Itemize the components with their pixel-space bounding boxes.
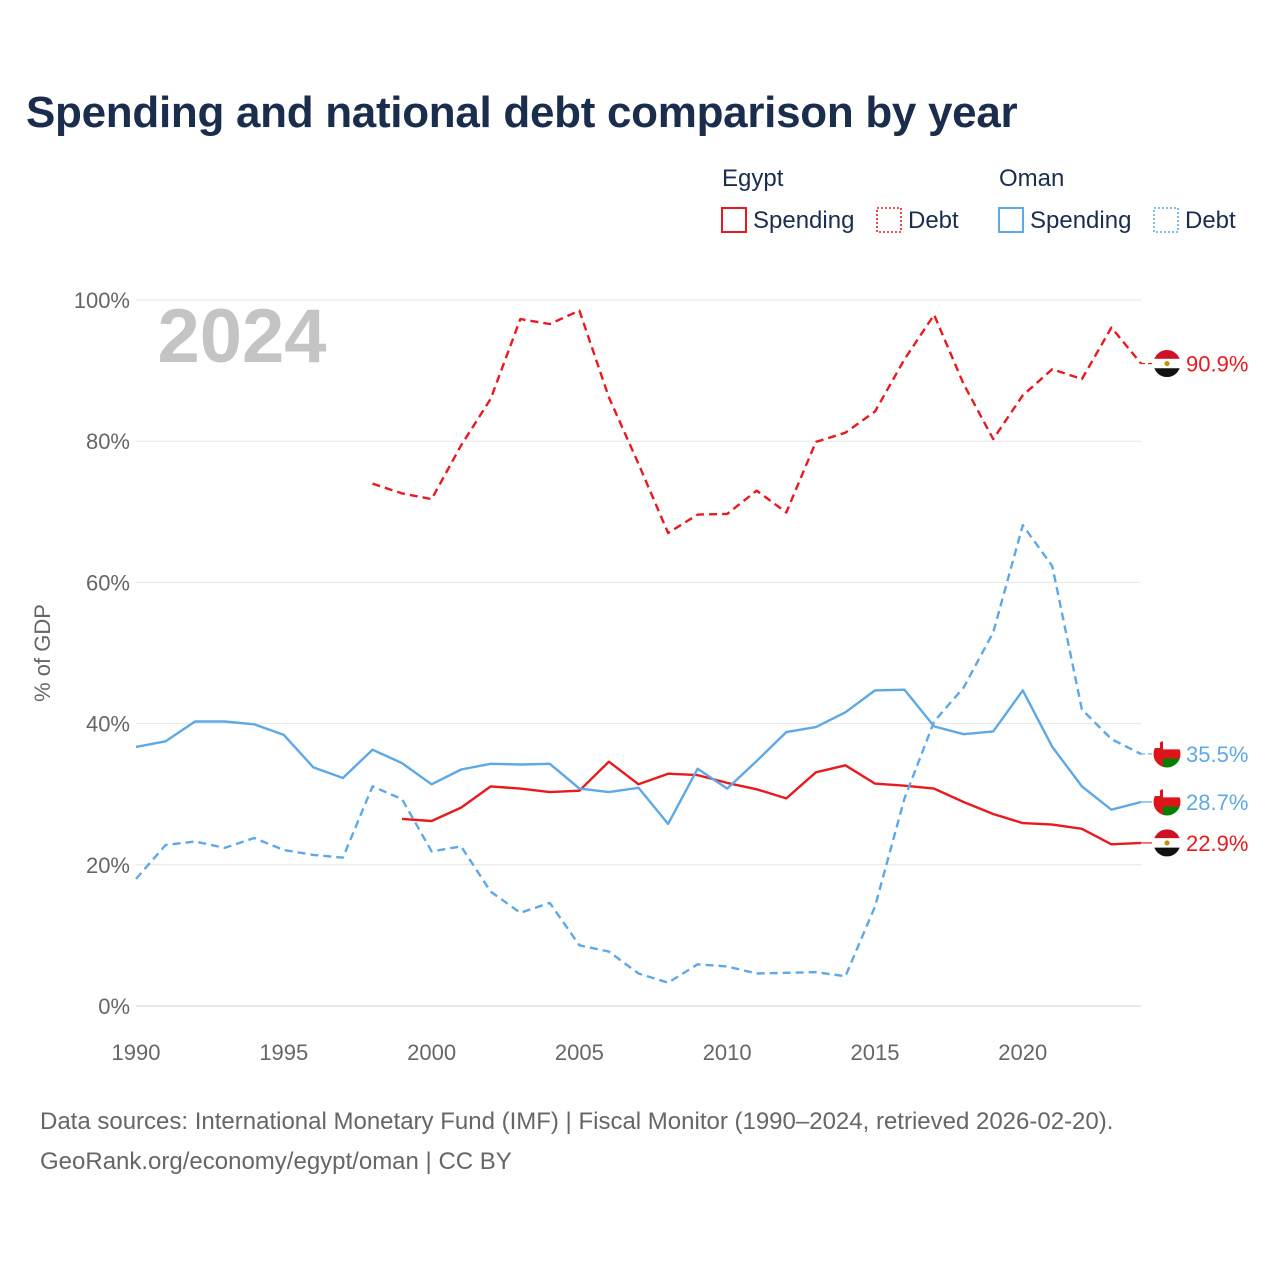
legend-group-oman: Oman bbox=[999, 165, 1064, 192]
legend-label-debt[interactable]: Debt bbox=[908, 207, 959, 234]
legend-swatch-spending[interactable] bbox=[721, 207, 747, 233]
oman-flag-icon bbox=[1152, 739, 1182, 769]
end-value-label: 35.5% bbox=[1186, 742, 1248, 767]
attribution-link[interactable]: GeoRank.org/economy/egypt/oman | CC BY bbox=[40, 1148, 512, 1175]
chart-title: Spending and national debt comparison by… bbox=[26, 88, 1018, 137]
x-tick-label: 1995 bbox=[259, 1040, 308, 1065]
x-tick-label: 2000 bbox=[407, 1040, 456, 1065]
series-lines bbox=[135, 309, 1142, 984]
y-tick-label: 80% bbox=[86, 429, 130, 454]
oman-flag-icon bbox=[1152, 787, 1182, 817]
legend[interactable]: Egypt Spending Debt Oman Spending Debt bbox=[721, 165, 1236, 234]
end-labels: 22.9% 90.9% 28.7% 35.5% bbox=[1141, 349, 1248, 858]
grid-lines bbox=[136, 299, 1141, 1007]
egypt-flag-icon bbox=[1152, 828, 1182, 858]
legend-label-spending[interactable]: Spending bbox=[1030, 207, 1131, 234]
y-tick-label: 60% bbox=[86, 570, 130, 595]
end-value-label: 90.9% bbox=[1186, 352, 1248, 377]
legend-label-spending[interactable]: Spending bbox=[753, 207, 854, 234]
y-tick-label: 0% bbox=[98, 994, 130, 1019]
series-line-egypt-debt[interactable] bbox=[372, 309, 1142, 535]
x-tick-label: 1990 bbox=[112, 1040, 161, 1065]
year-watermark: 2024 bbox=[157, 294, 326, 379]
legend-swatch-debt[interactable] bbox=[876, 207, 902, 233]
x-tick-label: 2015 bbox=[850, 1040, 899, 1065]
series-line-oman-spending[interactable] bbox=[135, 688, 1142, 826]
y-tick-label: 20% bbox=[86, 853, 130, 878]
x-tick-label: 2020 bbox=[998, 1040, 1047, 1065]
end-value-label: 28.7% bbox=[1186, 790, 1248, 815]
x-tick-label: 2005 bbox=[555, 1040, 604, 1065]
egypt-flag-icon bbox=[1152, 349, 1182, 379]
legend-group-egypt: Egypt bbox=[722, 165, 784, 192]
legend-swatch-spending[interactable] bbox=[998, 207, 1024, 233]
y-axis-label: % of GDP bbox=[30, 604, 55, 702]
legend-label-debt[interactable]: Debt bbox=[1185, 207, 1236, 234]
x-tick-label: 2010 bbox=[703, 1040, 752, 1065]
series-line-oman-debt[interactable] bbox=[135, 524, 1142, 984]
end-value-label: 22.9% bbox=[1186, 831, 1248, 856]
y-tick-label: 100% bbox=[74, 288, 130, 313]
legend-swatch-debt[interactable] bbox=[1153, 207, 1179, 233]
y-tick-label: 40% bbox=[86, 712, 130, 737]
axes: 0% 20% 40% 60% 80% 100% 1990 1995 2000 2005 2010 20… bbox=[30, 288, 1047, 1065]
series-line-egypt-spending[interactable] bbox=[401, 760, 1142, 846]
source-note: Data sources: International Monetary Fun… bbox=[40, 1108, 1114, 1135]
